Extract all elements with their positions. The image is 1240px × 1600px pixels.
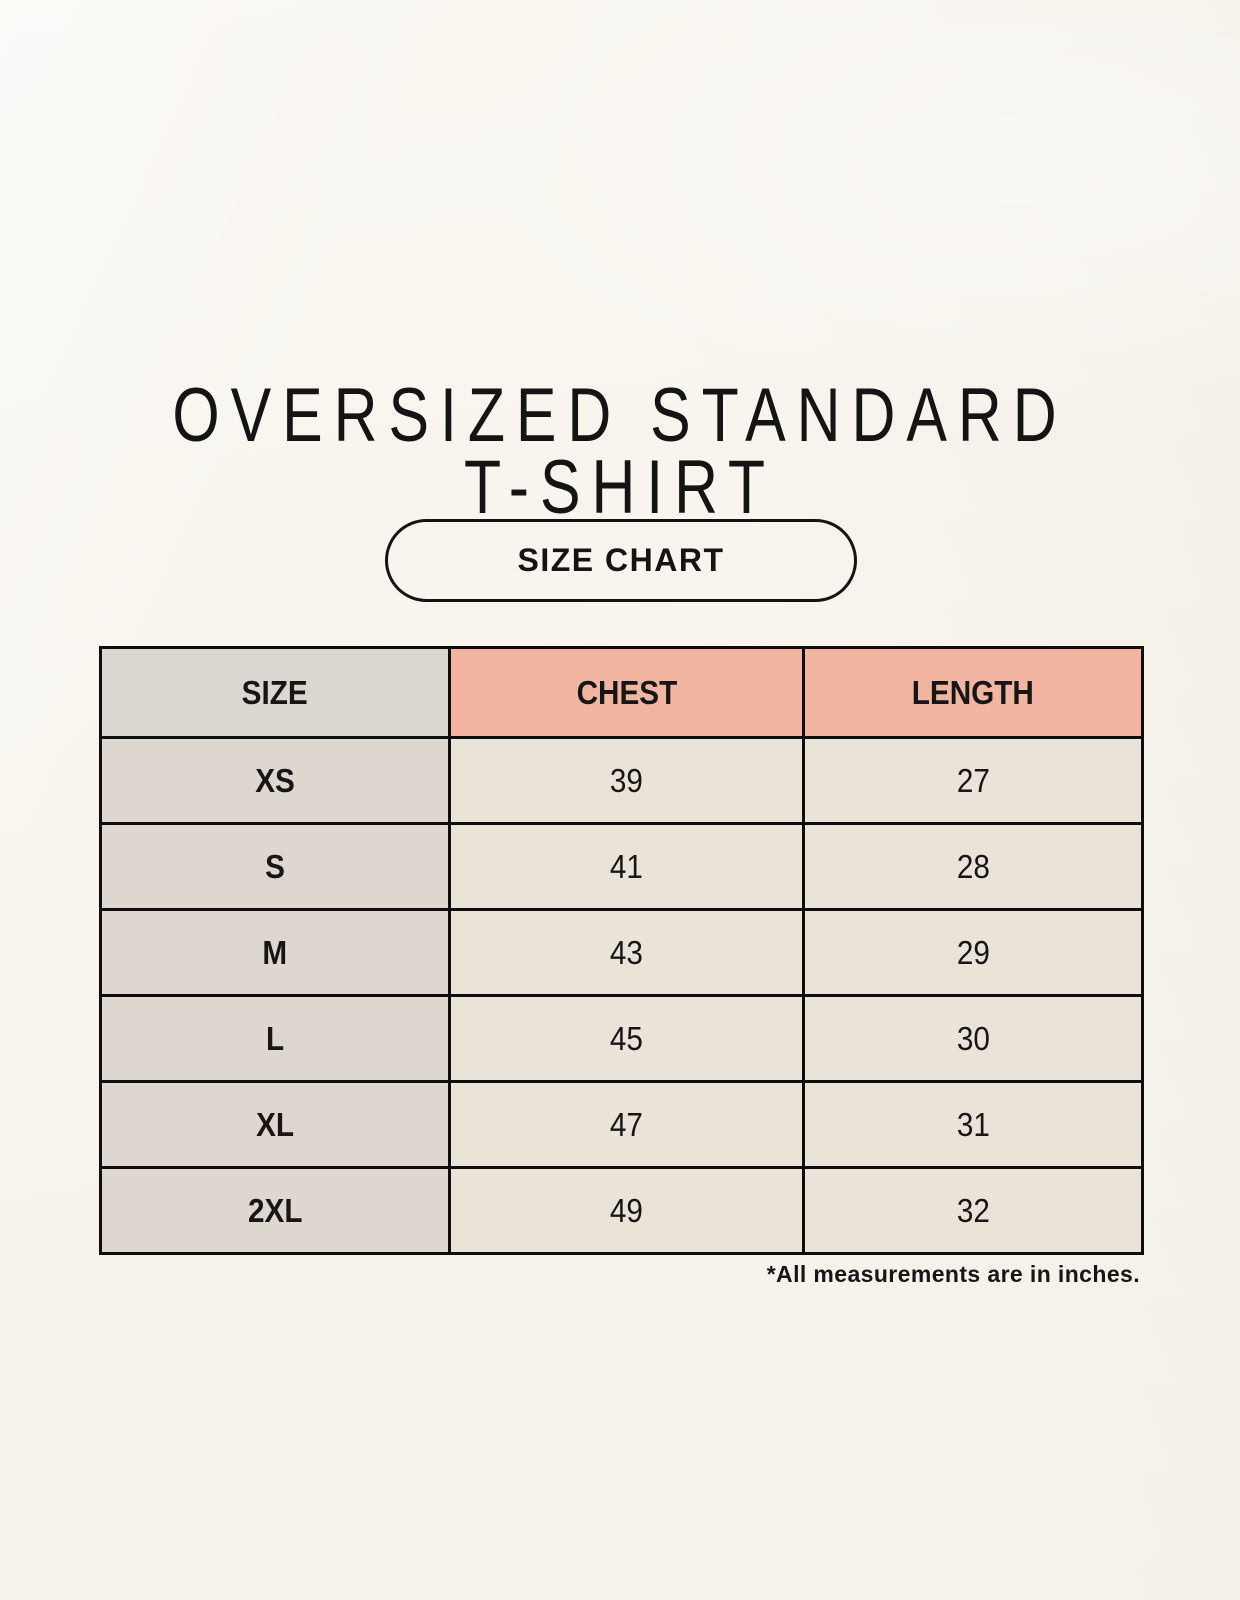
- table-row: 2XL 49 32: [98, 1166, 1144, 1255]
- size-cell: XL: [98, 1080, 452, 1169]
- page-title-line-1: OVERSIZED STANDARD: [172, 372, 1068, 458]
- chest-cell: 49: [448, 1166, 806, 1255]
- size-cell: L: [98, 994, 452, 1083]
- chest-value: 43: [610, 933, 644, 971]
- length-cell: 30: [802, 994, 1144, 1083]
- page-title: OVERSIZED STANDARD T-SHIRT: [124, 372, 1116, 530]
- size-value: 2XL: [247, 1191, 303, 1229]
- length-cell: 29: [802, 908, 1144, 997]
- table-row: L 45 30: [98, 994, 1144, 1083]
- chest-value: 49: [610, 1191, 644, 1229]
- measurements-note: *All measurements are in inches.: [766, 1261, 1140, 1287]
- chest-value: 41: [610, 847, 644, 885]
- length-cell: 32: [802, 1166, 1144, 1255]
- size-value: M: [262, 933, 288, 971]
- page-title-line-2: T-SHIRT: [464, 444, 776, 530]
- size-table: SIZE CHEST LENGTH XS 39 27 S 41 28 M 43 …: [98, 646, 1144, 1255]
- column-header-size-label: SIZE: [242, 673, 309, 711]
- size-cell: XS: [98, 736, 452, 825]
- chest-cell: 39: [448, 736, 806, 825]
- column-header-chest: CHEST: [448, 646, 806, 739]
- table-row: M 43 29: [98, 908, 1144, 997]
- size-cell: 2XL: [98, 1166, 452, 1255]
- size-cell: M: [98, 908, 452, 997]
- chest-cell: 47: [448, 1080, 806, 1169]
- column-header-length: LENGTH: [802, 646, 1144, 739]
- length-cell: 31: [802, 1080, 1144, 1169]
- length-value: 31: [956, 1105, 990, 1143]
- length-value: 28: [956, 847, 990, 885]
- column-header-length-label: LENGTH: [912, 673, 1035, 711]
- chest-value: 47: [610, 1105, 644, 1143]
- length-value: 27: [956, 761, 990, 799]
- column-header-size: SIZE: [98, 646, 452, 739]
- chest-cell: 45: [448, 994, 806, 1083]
- table-row: XS 39 27: [98, 736, 1144, 825]
- size-value: XS: [255, 761, 295, 799]
- size-value: L: [265, 1019, 285, 1057]
- chest-value: 39: [610, 761, 644, 799]
- length-value: 32: [956, 1191, 990, 1229]
- chest-value: 45: [610, 1019, 644, 1057]
- table-row: XL 47 31: [98, 1080, 1144, 1169]
- size-chart-button-label: SIZE CHART: [517, 542, 725, 578]
- size-value: S: [265, 847, 285, 885]
- size-value: XL: [256, 1105, 295, 1143]
- table-row: S 41 28: [98, 822, 1144, 911]
- length-value: 30: [956, 1019, 990, 1057]
- length-cell: 27: [802, 736, 1144, 825]
- size-cell: S: [98, 822, 452, 911]
- size-chart-button[interactable]: SIZE CHART: [385, 519, 857, 602]
- column-header-chest-label: CHEST: [576, 673, 678, 711]
- table-header-row: SIZE CHEST LENGTH: [98, 646, 1144, 739]
- chest-cell: 41: [448, 822, 806, 911]
- length-cell: 28: [802, 822, 1144, 911]
- chest-cell: 43: [448, 908, 806, 997]
- length-value: 29: [956, 933, 990, 971]
